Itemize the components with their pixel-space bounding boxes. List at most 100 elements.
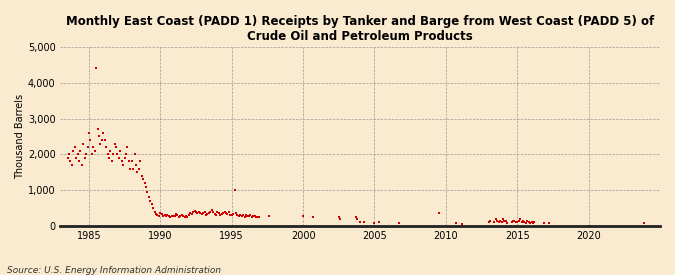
Point (355, 219, 366, 224)
Point (231, 211, 242, 216)
Point (539, 221, 549, 225)
Point (88, 145, 99, 149)
Point (522, 218, 533, 223)
Point (496, 219, 507, 224)
Point (125, 166, 136, 171)
Point (235, 213, 246, 217)
Point (245, 213, 256, 217)
Point (227, 212, 238, 216)
Point (225, 213, 236, 217)
Point (159, 213, 170, 217)
Point (200, 213, 211, 217)
Point (226, 213, 237, 217)
Point (171, 212, 182, 217)
Point (70, 145, 80, 149)
Point (456, 222, 467, 226)
Point (350, 215, 361, 219)
Point (519, 220, 530, 224)
Point (79, 156, 90, 160)
Point (119, 156, 130, 160)
Point (222, 212, 233, 217)
Point (215, 213, 225, 217)
Point (72, 152, 83, 156)
Point (175, 214, 186, 218)
Point (75, 148, 86, 153)
Point (107, 159, 117, 164)
Y-axis label: Thousand Barrels: Thousand Barrels (15, 94, 25, 179)
Point (246, 215, 257, 219)
Point (140, 184, 151, 189)
Point (199, 210, 210, 214)
Point (145, 199, 156, 203)
Point (212, 210, 223, 214)
Point (369, 221, 380, 225)
Point (115, 148, 126, 153)
Point (105, 148, 115, 153)
Point (195, 210, 206, 215)
Point (134, 166, 144, 171)
Point (515, 217, 526, 222)
Point (248, 214, 259, 218)
Point (111, 145, 122, 149)
Point (508, 219, 518, 223)
Point (232, 213, 243, 217)
Point (192, 211, 203, 216)
Point (122, 145, 133, 149)
Point (518, 218, 529, 223)
Point (216, 212, 227, 217)
Point (236, 214, 247, 218)
Point (84, 131, 95, 135)
Point (639, 221, 650, 225)
Point (112, 152, 123, 156)
Point (209, 212, 220, 217)
Point (194, 209, 205, 214)
Point (506, 220, 517, 224)
Point (213, 211, 224, 216)
Point (138, 177, 148, 182)
Point (101, 145, 111, 149)
Point (153, 214, 164, 218)
Point (485, 218, 495, 223)
Point (184, 213, 194, 217)
Point (65, 159, 76, 164)
Point (151, 212, 161, 217)
Point (234, 214, 244, 218)
Point (131, 163, 142, 167)
Point (509, 218, 520, 223)
Point (239, 214, 250, 219)
Point (135, 159, 146, 164)
Point (190, 210, 201, 214)
Point (492, 219, 503, 223)
Point (250, 215, 261, 219)
Point (489, 219, 500, 224)
Point (103, 156, 114, 160)
Point (483, 220, 494, 224)
Point (81, 152, 92, 156)
Point (394, 221, 404, 225)
Point (528, 221, 539, 225)
Point (223, 210, 234, 214)
Point (157, 212, 167, 217)
Point (173, 214, 184, 219)
Point (92, 127, 103, 131)
Point (516, 219, 527, 224)
Point (352, 216, 362, 221)
Point (181, 214, 192, 218)
Point (136, 174, 147, 178)
Point (118, 163, 129, 167)
Point (129, 152, 140, 156)
Point (168, 214, 179, 218)
Point (202, 212, 213, 217)
Point (249, 214, 260, 218)
Point (513, 218, 524, 223)
Point (66, 163, 77, 167)
Point (144, 195, 155, 199)
Point (526, 219, 537, 224)
Point (188, 209, 198, 214)
Point (116, 159, 127, 164)
Point (244, 214, 254, 218)
Point (359, 220, 370, 224)
Point (252, 214, 263, 219)
Point (524, 221, 535, 225)
Point (510, 220, 521, 224)
